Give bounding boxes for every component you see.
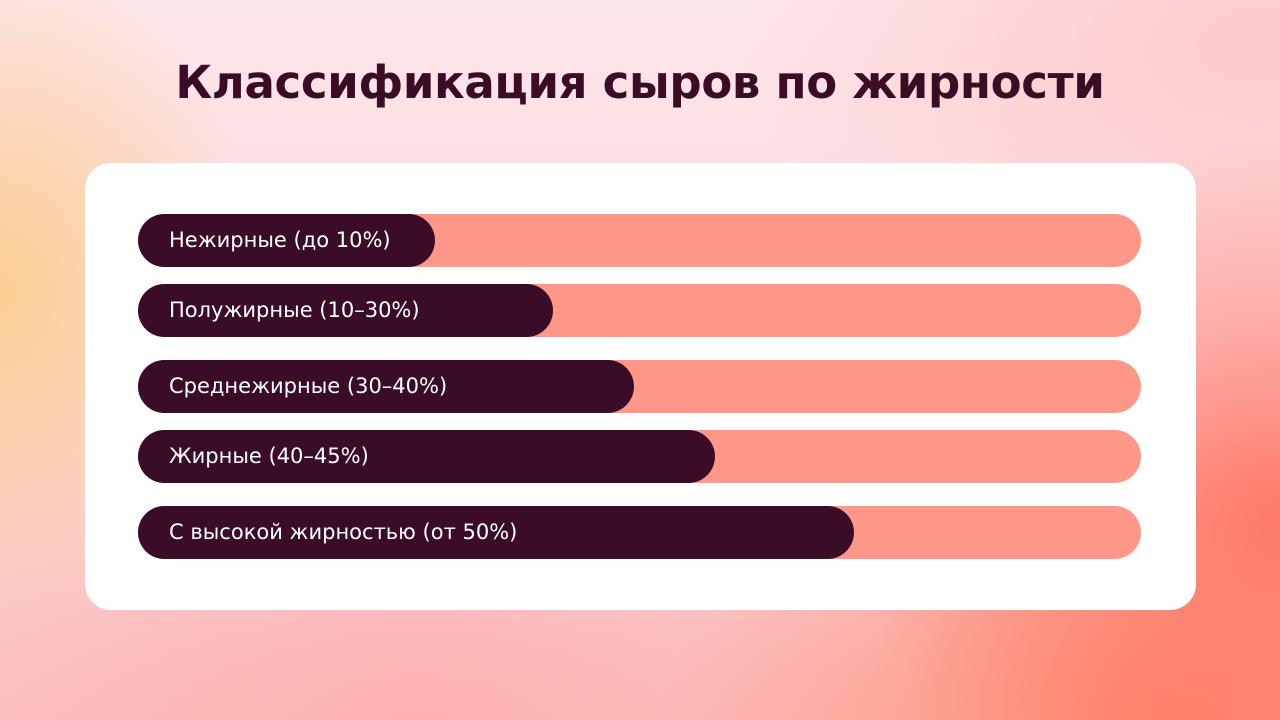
bar-track: Среднежирные (30–40%): [138, 360, 1141, 413]
bar-label: Среднежирные (30–40%): [169, 374, 448, 398]
bar-label: С высокой жирностью (от 50%): [169, 520, 518, 544]
bar-label: Жирные (40–45%): [169, 444, 369, 468]
bar-track: Полужирные (10–30%): [138, 284, 1141, 337]
bar-track: Нежирные (до 10%): [138, 214, 1141, 267]
bar: Нежирные (до 10%): [138, 214, 435, 267]
bar: Жирные (40–45%): [138, 430, 715, 483]
bar-track: Жирные (40–45%): [138, 430, 1141, 483]
bar: Полужирные (10–30%): [138, 284, 553, 337]
bar: Среднежирные (30–40%): [138, 360, 634, 413]
bar: С высокой жирностью (от 50%): [138, 506, 854, 559]
chart-title: Классификация сыров по жирности: [175, 56, 1105, 109]
bar-label: Полужирные (10–30%): [169, 298, 420, 322]
bar-label: Нежирные (до 10%): [169, 228, 391, 252]
bar-track: С высокой жирностью (от 50%): [138, 506, 1141, 559]
